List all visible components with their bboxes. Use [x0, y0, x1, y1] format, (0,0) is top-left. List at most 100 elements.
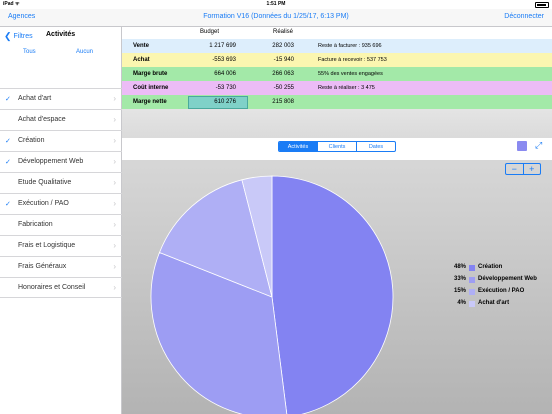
chevron-right-icon: ›: [113, 220, 116, 229]
activity-label: Frais et Logistique: [18, 242, 76, 249]
chevron-right-icon: ›: [113, 199, 116, 208]
list-item[interactable]: Honoraires et Conseil ›: [0, 277, 122, 298]
wifi-indicator: iPad ᯤ: [3, 1, 20, 7]
activity-list: ✓ Achat d'art › Achat d'espace › ✓ Création › ✓ D…: [0, 88, 122, 298]
zoom-stepper[interactable]: − +: [505, 163, 541, 175]
budget-value: 1 217 699: [209, 43, 236, 49]
toolbar: Activités Clients Dates ⤢: [122, 138, 552, 160]
checkmark-icon: ✓: [5, 201, 11, 208]
pie-chart: [150, 175, 394, 414]
list-item[interactable]: ✓ Exécution / PAO ›: [0, 193, 122, 214]
select-none-button[interactable]: Aucun: [76, 49, 94, 55]
list-item[interactable]: Frais et Logistique ›: [0, 235, 122, 256]
legend-swatch: [469, 289, 475, 295]
sidebar-title: Activités: [46, 31, 76, 38]
row-info: 55% des ventes engagées: [318, 71, 383, 77]
main-content: Budget Réalisé Vente 1 217 699 282 003 Rest…: [122, 27, 552, 414]
pie-slice[interactable]: [241, 175, 273, 298]
chevron-right-icon: ›: [113, 283, 116, 292]
legend-entry: 48% Création: [448, 262, 548, 274]
table-row: Marge nette 610 276 215 808: [122, 95, 552, 109]
row-info: Reste à facturer : 935 696: [318, 43, 382, 49]
legend-percent: 48%: [453, 264, 466, 270]
page-title: Formation V16 (Données du 1/25/17, 6:13 …: [203, 13, 349, 20]
tab-2[interactable]: Dates: [356, 142, 395, 151]
color-button[interactable]: [517, 141, 527, 151]
legend-label: Développement Web: [478, 276, 537, 282]
realise-value: -15 940: [273, 57, 294, 63]
legend-label: Exécution / PAO: [478, 288, 525, 294]
row-label: Coût interne: [133, 85, 169, 91]
list-item[interactable]: Achat d'espace ›: [0, 109, 122, 130]
sidebar: ❮ Filtres Activités Tous Aucun ✓ Achat d'a…: [0, 27, 122, 414]
checkmark-icon: ✓: [5, 96, 11, 103]
chevron-right-icon: ›: [113, 178, 116, 187]
activity-label: Achat d'espace: [18, 116, 66, 123]
table-body: Vente 1 217 699 282 003 Reste à facturer : …: [122, 39, 552, 109]
activity-label: Frais Généraux: [18, 263, 67, 270]
summary-table: Budget Réalisé Vente 1 217 699 282 003 Rest…: [122, 27, 552, 109]
budget-column-header: Budget: [200, 29, 220, 35]
tab-1[interactable]: Clients: [317, 142, 356, 151]
row-info: Reste à réaliser : 3 475: [318, 85, 375, 91]
chevron-right-icon: ›: [113, 136, 116, 145]
realise-value: 215 808: [272, 99, 294, 105]
zoom-in-button[interactable]: +: [522, 164, 541, 174]
battery-icon: [535, 2, 549, 8]
budget-value: -53 730: [215, 85, 236, 91]
activity-label: Développement Web: [18, 158, 84, 165]
filtres-label: Filtres: [13, 33, 33, 40]
selected-cell[interactable]: [188, 96, 248, 109]
activity-label: Création: [18, 137, 45, 144]
checkmark-icon: ✓: [5, 159, 11, 166]
agences-button[interactable]: Agences: [8, 13, 36, 20]
chevron-right-icon: ›: [113, 157, 116, 166]
realise-value: 266 063: [272, 71, 294, 77]
budget-value: 610 276: [214, 99, 236, 105]
legend-percent: 33%: [453, 276, 466, 282]
chevron-right-icon: ›: [113, 241, 116, 250]
pie-slice[interactable]: [150, 251, 288, 414]
legend-entry: 4% Achat d'art: [448, 298, 548, 310]
filtres-back-button[interactable]: ❮ Filtres: [4, 31, 33, 42]
tab-0[interactable]: Activités: [279, 142, 317, 151]
chart-legend: 48% Création 33% Développement Web 15% Exécut…: [448, 262, 548, 310]
legend-percent: 15%: [453, 288, 466, 294]
legend-label: Achat d'art: [478, 300, 510, 306]
chevron-right-icon: ›: [113, 115, 116, 124]
zoom-out-button[interactable]: −: [511, 164, 517, 174]
list-item[interactable]: Fabrication ›: [0, 214, 122, 235]
activity-label: Etude Qualitative: [18, 179, 72, 186]
legend-label: Création: [478, 264, 503, 270]
checkmark-icon: ✓: [5, 138, 11, 145]
deconnecter-button[interactable]: Déconnecter: [504, 13, 544, 20]
table-header: Budget Réalisé: [122, 27, 552, 39]
row-info: Facture à recevoir : 537 753: [318, 57, 387, 63]
legend-swatch: [469, 277, 475, 283]
select-all-button[interactable]: Tous: [23, 49, 36, 55]
budget-value: 664 006: [214, 71, 236, 77]
legend-swatch: [469, 265, 475, 271]
row-label: Vente: [133, 43, 150, 49]
list-item[interactable]: ✓ Développement Web ›: [0, 151, 122, 172]
activity-label: Honoraires et Conseil: [18, 284, 86, 291]
legend-swatch: [469, 301, 475, 307]
sidebar-header: ❮ Filtres Activités: [0, 27, 122, 44]
view-segmented-control[interactable]: Activités Clients Dates: [278, 141, 396, 152]
list-item[interactable]: Etude Qualitative ›: [0, 172, 122, 193]
status-bar: iPad ᯤ 1:51 PM: [0, 0, 552, 9]
activity-label: Achat d'art: [18, 95, 52, 102]
pie-slice[interactable]: [271, 175, 394, 414]
pie-slice[interactable]: [158, 179, 273, 298]
table-row: Vente 1 217 699 282 003 Reste à facturer : …: [122, 39, 552, 53]
list-item[interactable]: ✓ Achat d'art ›: [0, 88, 122, 109]
table-row: Achat -553 693 -15 940 Facture à recevoir :…: [122, 53, 552, 67]
activity-label: Exécution / PAO: [18, 200, 69, 207]
list-item[interactable]: ✓ Création ›: [0, 130, 122, 151]
budget-value: -553 693: [212, 57, 236, 63]
select-links: Tous Aucun: [0, 46, 122, 60]
table-row: Marge brute 664 006 266 063 55% des ventes …: [122, 67, 552, 81]
activity-label: Fabrication: [18, 221, 53, 228]
expand-icon[interactable]: ⤢: [535, 140, 543, 150]
list-item[interactable]: Frais Généraux ›: [0, 256, 122, 277]
